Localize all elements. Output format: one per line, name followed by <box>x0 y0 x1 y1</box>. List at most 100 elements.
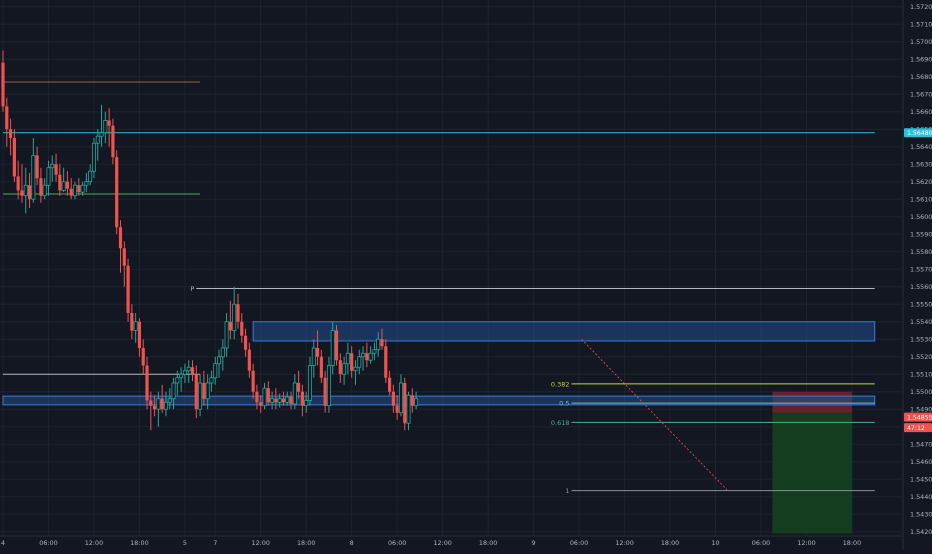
price-tick-label: 1.55800 <box>910 248 932 256</box>
candle-body <box>251 370 255 392</box>
candle-body <box>255 391 259 403</box>
time-tick-label: 12:00 <box>252 539 270 547</box>
candle-body <box>259 402 263 406</box>
time-tick-label: 12:00 <box>433 539 451 547</box>
candle-body <box>42 184 47 197</box>
candle-body <box>126 265 130 313</box>
time-tick-label: 12:00 <box>797 539 815 547</box>
candle-body <box>315 347 320 357</box>
candle-body <box>95 135 100 144</box>
fib-618-label: 0.618 <box>551 419 570 427</box>
time-tick-label: 7 <box>213 539 217 547</box>
candle-body <box>228 321 232 331</box>
price-badge-label: 1.56480 <box>907 130 932 137</box>
price-tick-label: 1.54700 <box>910 441 932 449</box>
time-tick-label: 9 <box>532 539 536 547</box>
time-tick-label: 06:00 <box>752 539 770 547</box>
price-badge-label: 47:12 <box>907 425 925 432</box>
candle-body <box>194 374 198 410</box>
price-tick-label: 1.56800 <box>910 73 932 81</box>
candle-body <box>220 347 225 358</box>
candle-body <box>376 338 381 351</box>
candle-body <box>91 142 96 172</box>
candle-body <box>179 373 184 379</box>
fib-382-label: 0.382 <box>551 380 570 388</box>
candle-body <box>5 106 9 130</box>
candle-body <box>289 396 293 404</box>
candle-body <box>350 353 354 371</box>
price-tick-label: 1.57100 <box>910 21 932 29</box>
candle-body <box>65 181 70 189</box>
price-tick-label: 1.57000 <box>910 38 932 46</box>
price-tick-label: 1.55700 <box>910 266 932 274</box>
time-tick-label: 06:00 <box>570 539 588 547</box>
candle-body <box>334 330 339 361</box>
price-tick-label: 1.54900 <box>910 406 932 414</box>
candle-body <box>46 167 51 186</box>
candle-body <box>406 394 411 424</box>
price-tick-label: 1.55100 <box>910 371 932 379</box>
candle-body <box>182 370 187 375</box>
time-tick-label: 18:00 <box>479 539 497 547</box>
price-tick-label: 1.55300 <box>910 336 932 344</box>
candle-body <box>77 185 81 193</box>
candle-body <box>365 353 369 361</box>
p-level-label: P <box>190 285 194 293</box>
candle-body <box>130 312 134 331</box>
candle-body <box>115 157 119 228</box>
candle-body <box>80 184 85 193</box>
candle-body <box>326 365 331 407</box>
candle-body <box>398 382 403 414</box>
candle-body <box>31 155 36 200</box>
candle-body <box>99 132 104 137</box>
candle-body <box>175 377 180 384</box>
candle-body <box>156 398 161 410</box>
candle-body <box>353 366 358 372</box>
time-tick-label: 10 <box>711 539 719 547</box>
price-tick-label: 1.57200 <box>910 3 932 11</box>
candle-body <box>103 120 108 134</box>
price-tick-label: 1.54500 <box>910 476 932 484</box>
candle-body <box>137 321 142 348</box>
take-profit-box[interactable] <box>772 412 852 534</box>
price-tick-label: 1.54600 <box>910 458 932 466</box>
candle-body <box>391 391 395 406</box>
candle-body <box>304 400 309 407</box>
candle-body <box>357 356 362 368</box>
candle-body <box>198 382 203 410</box>
candle-body <box>27 185 32 200</box>
candle-body <box>319 356 323 378</box>
candle-body <box>153 405 157 410</box>
price-tick-label: 1.55000 <box>910 388 932 396</box>
candle-body <box>73 184 78 197</box>
candle-body <box>141 347 145 366</box>
time-tick-label: 18:00 <box>661 539 679 547</box>
upper-demand-zone[interactable] <box>252 321 876 342</box>
candle-body <box>69 188 73 196</box>
candle-body <box>160 398 164 410</box>
candle-body <box>384 346 388 378</box>
candle-body <box>224 321 229 349</box>
candle-body <box>292 382 297 405</box>
candle-body <box>88 170 93 183</box>
candle-body <box>338 360 342 375</box>
candle-body <box>281 398 286 403</box>
time-tick-label: 4 <box>1 539 5 547</box>
candle-body <box>372 349 377 354</box>
price-tick-label: 1.56900 <box>910 56 932 64</box>
candle-body <box>217 356 222 365</box>
price-tick-label: 1.55500 <box>910 301 932 309</box>
candle-body <box>307 365 312 401</box>
candle-body <box>323 377 327 406</box>
candle-body <box>118 227 123 249</box>
lower-demand-zone[interactable] <box>2 395 876 406</box>
candle-body <box>122 248 126 266</box>
fib-5-label: 0.5 <box>559 400 569 408</box>
candle-body <box>266 388 270 403</box>
price-tick-label: 1.56200 <box>910 178 932 186</box>
candle-body <box>277 398 282 403</box>
price-tick-label: 1.56600 <box>910 108 932 116</box>
time-tick-label: 18:00 <box>130 539 148 547</box>
